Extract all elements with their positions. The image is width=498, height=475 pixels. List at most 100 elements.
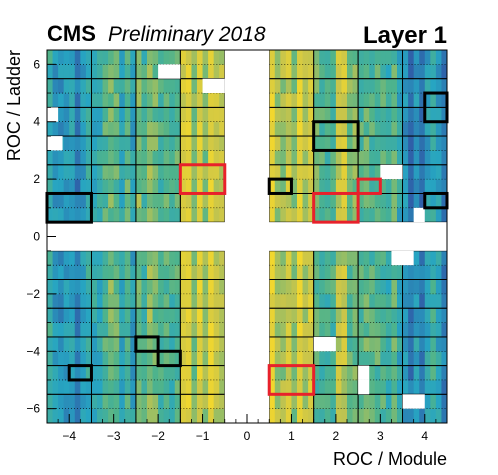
roc-cell [274,322,281,338]
roc-cell [391,365,398,381]
roc-cell [135,279,142,295]
roc-cell [208,379,215,395]
roc-cell [191,293,198,309]
roc-cell [174,379,181,395]
roc-cell [158,207,165,223]
black-highlight-box [134,335,160,353]
roc-cell [119,365,126,381]
roc-cell [169,279,176,295]
roc-cell [324,150,331,166]
roc-cell [158,250,165,266]
roc-cell [102,394,109,410]
roc-cell [419,293,426,309]
roc-cell [374,293,381,309]
roc-cell [208,322,215,338]
roc-cell [74,265,81,280]
roc-cell [330,293,337,309]
roc-cell [102,179,109,194]
roc-cell [291,293,298,309]
roc-cell [80,293,87,309]
roc-cell [435,136,442,151]
roc-cell [413,193,420,209]
roc-cell [180,408,187,423]
roc-cell [69,308,76,323]
roc-cell [308,193,315,209]
roc-cell [91,265,98,280]
roc-cell [102,78,109,94]
roc-cell [108,265,115,280]
roc-cell [280,107,287,123]
roc-cell [174,408,181,423]
roc-cell [69,64,76,80]
roc-cell [341,293,348,309]
roc-cell [369,365,376,381]
roc-cell [158,179,165,194]
roc-cell [141,136,148,151]
roc-cell [324,279,331,295]
roc-cell [408,365,415,381]
roc-cell [280,293,287,309]
roc-cell [435,279,442,295]
roc-cell [163,50,170,65]
roc-cell [202,408,209,423]
roc-cell [108,107,115,123]
roc-cell [91,279,98,295]
roc-cell [313,136,320,151]
roc-cell [158,121,165,137]
roc-cell [341,78,348,94]
roc-cell [285,78,292,94]
roc-cell [63,336,70,352]
roc-cell [191,107,198,123]
roc-cell [219,365,226,381]
roc-cell [202,107,209,123]
roc-cell [274,136,281,151]
roc-cell [108,121,115,137]
roc-cell [80,351,87,367]
roc-cell [347,50,353,65]
roc-cell [130,250,137,266]
roc-cell [385,193,392,209]
roc-cell [269,179,276,194]
roc-cell [147,121,153,137]
roc-cell [402,322,409,338]
roc-cell [374,279,381,295]
roc-cell [435,308,442,323]
roc-cell [269,265,276,280]
roc-cell [269,136,276,151]
roc-cell [319,379,326,395]
roc-cell [191,179,198,194]
roc-cell [280,308,287,323]
roc-cell [163,308,170,323]
roc-cell [419,193,426,209]
roc-cell [52,50,59,65]
roc-cell [419,121,426,137]
roc-cell [319,207,326,223]
roc-cell [352,136,359,151]
roc-cell [185,365,192,381]
roc-cell [319,64,326,80]
roc-cell [174,50,181,65]
roc-cell [102,136,109,151]
roc-cell [80,50,87,65]
roc-cell [174,179,181,194]
roc-cell [324,164,331,180]
roc-cell [158,265,165,280]
roc-cell [441,365,447,381]
roc-cell [47,308,53,323]
roc-cell [297,250,303,266]
roc-cell [413,351,420,367]
roc-cell [69,193,76,209]
roc-cell [335,250,342,266]
roc-cell [102,336,109,352]
roc-cell [435,64,442,80]
roc-cell [102,164,109,180]
roc-cell [108,78,115,94]
roc-cell [285,308,292,323]
roc-cell [419,107,426,123]
roc-cell [435,179,442,194]
roc-cell [397,336,403,352]
roc-cell [80,136,87,151]
roc-cell [152,136,159,151]
roc-cell [119,322,126,338]
roc-cell [74,279,81,295]
